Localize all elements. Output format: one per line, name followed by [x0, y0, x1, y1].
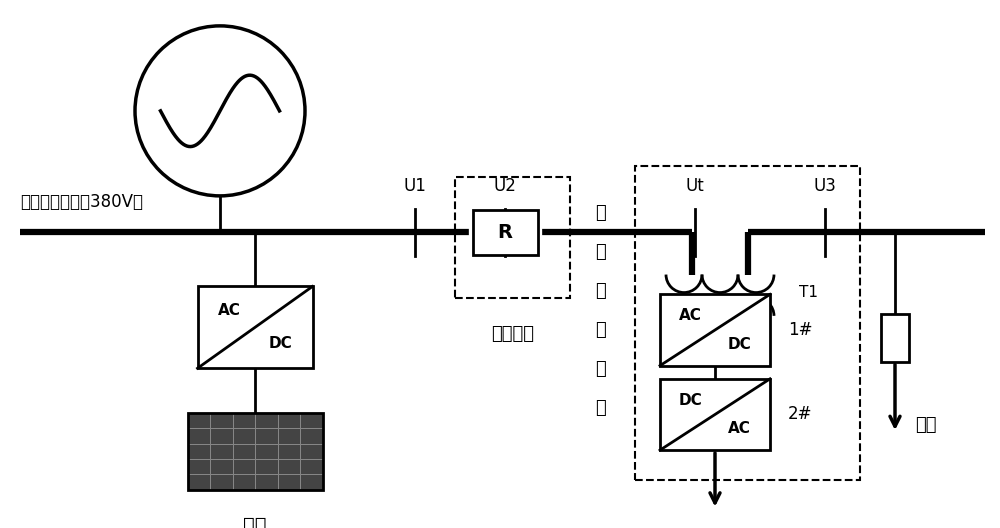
Bar: [300, 413, 323, 429]
Bar: [278, 413, 300, 429]
Text: 压: 压: [595, 243, 605, 261]
Bar: [210, 444, 232, 459]
Bar: [278, 474, 300, 490]
Bar: [635, 166, 860, 480]
Bar: [188, 413, 210, 429]
Text: U2: U2: [494, 177, 516, 195]
Bar: [255, 413, 278, 429]
Text: 节: 节: [595, 322, 605, 340]
Text: AC: AC: [679, 308, 702, 323]
Bar: [660, 379, 770, 450]
Bar: [210, 459, 232, 474]
Bar: [198, 286, 312, 369]
Bar: [255, 444, 278, 459]
Bar: [188, 459, 210, 474]
Text: DC: DC: [268, 336, 292, 351]
Bar: [188, 429, 210, 444]
Bar: [232, 459, 255, 474]
Text: AC: AC: [218, 304, 241, 318]
Bar: [210, 429, 232, 444]
Bar: [300, 429, 323, 444]
Text: R: R: [498, 223, 512, 242]
Text: DC: DC: [679, 393, 703, 408]
Text: DC: DC: [727, 337, 751, 352]
Text: Ut: Ut: [686, 177, 704, 195]
Bar: [232, 444, 255, 459]
Text: T1: T1: [799, 285, 818, 300]
Bar: [210, 413, 232, 429]
Bar: [278, 444, 300, 459]
Text: 2#: 2#: [788, 406, 812, 423]
Bar: [455, 177, 570, 298]
Text: 光伏: 光伏: [243, 516, 267, 528]
Bar: [881, 314, 909, 362]
Bar: [255, 474, 278, 490]
Text: 负载: 负载: [915, 416, 936, 434]
Text: U3: U3: [814, 177, 836, 195]
Bar: [300, 459, 323, 474]
Bar: [188, 474, 210, 490]
Bar: [188, 444, 210, 459]
Bar: [278, 459, 300, 474]
Text: 统: 统: [595, 399, 605, 417]
Text: 配电台区母线（380V）: 配电台区母线（380V）: [20, 193, 143, 211]
Bar: [255, 429, 278, 444]
Text: AC: AC: [728, 421, 751, 436]
Bar: [255, 459, 278, 474]
Bar: [300, 444, 323, 459]
Bar: [188, 413, 322, 490]
Bar: [660, 295, 770, 365]
Text: 电: 电: [595, 204, 605, 222]
Text: 系: 系: [595, 360, 605, 378]
Text: 1#: 1#: [788, 321, 812, 339]
Bar: [473, 210, 538, 254]
Bar: [210, 474, 232, 490]
Text: 调: 调: [595, 282, 605, 300]
Bar: [300, 474, 323, 490]
Text: 线路阻抗: 线路阻抗: [491, 325, 534, 343]
Text: U1: U1: [404, 177, 426, 195]
Bar: [278, 429, 300, 444]
Bar: [232, 413, 255, 429]
Bar: [232, 429, 255, 444]
Bar: [232, 474, 255, 490]
